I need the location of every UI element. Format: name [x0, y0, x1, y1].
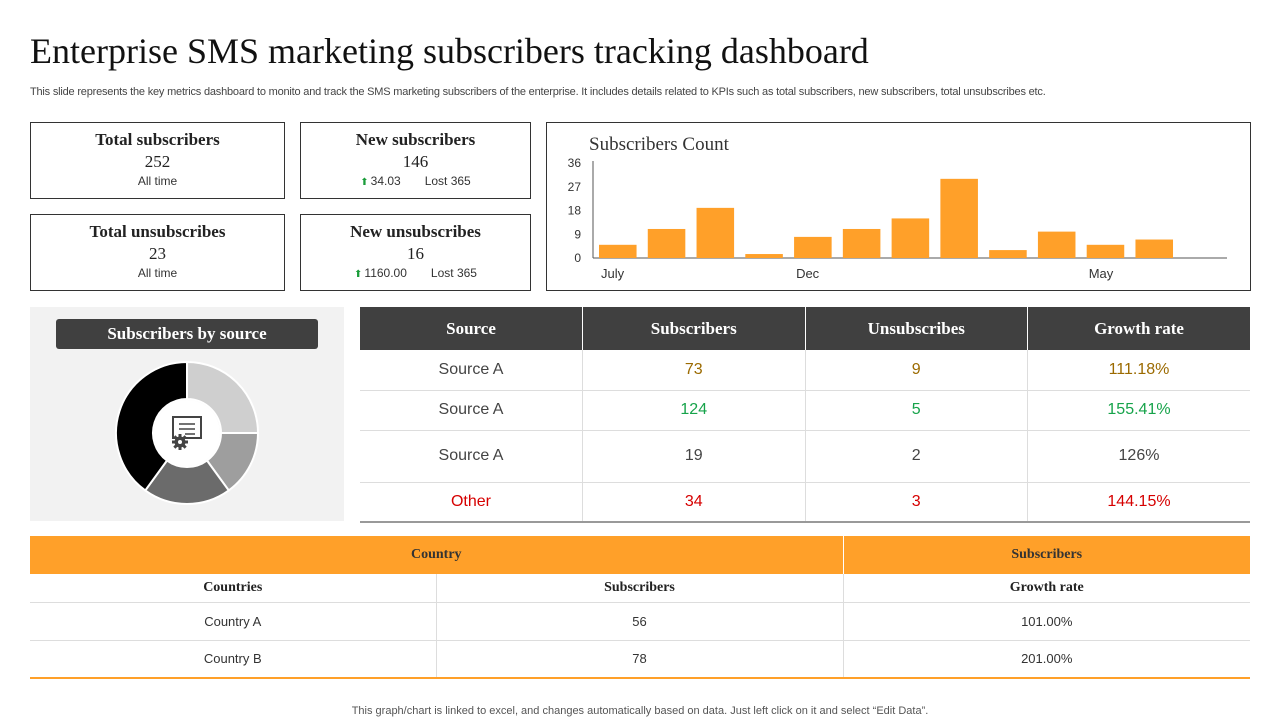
footer-note: This graph/chart is linked to excel, and…	[351, 705, 929, 717]
table-row: Source A 124 5 155.41%	[360, 390, 1250, 431]
group-header-subscribers: Subscribers	[843, 536, 1250, 574]
country-table: Country Subscribers Countries Subscriber…	[30, 536, 1250, 679]
x-tick-label: May	[1089, 266, 1114, 281]
table-header-row: Source Subscribers Unsubscribes Growth r…	[360, 307, 1250, 350]
col-header-growth-rate: Growth rate	[843, 574, 1250, 603]
bar[interactable]	[1037, 231, 1076, 258]
kpi-change-value: 34.03	[370, 174, 401, 188]
table-row: Country A 56 101.00%	[30, 602, 1250, 641]
kpi-value: 146	[402, 152, 429, 171]
page-title: Enterprise SMS marketing subscribers tra…	[30, 31, 869, 71]
donut-chart-svg[interactable]	[30, 307, 344, 521]
col-header-countries: Countries	[30, 574, 437, 603]
cell-source: Other	[360, 482, 583, 523]
cell-growth: 101.00%	[843, 602, 1250, 641]
kpi-label: Total subscribers	[95, 130, 220, 149]
col-header-subscribers: Subscribers	[436, 574, 844, 603]
up-arrow-icon: ⬆	[360, 177, 369, 188]
table-row: Source A 19 2 126%	[360, 430, 1250, 483]
group-header-country: Country	[30, 536, 844, 574]
subscribers-count-chart[interactable]: Subscribers Count 0 9 18 27 36 July Dec May	[546, 122, 1251, 291]
cell-country: Country A	[30, 602, 437, 641]
source-table: Source Subscribers Unsubscribes Growth r…	[360, 307, 1250, 523]
bar[interactable]	[891, 218, 930, 258]
cell-source: Source A	[360, 430, 583, 483]
kpi-change: ⬆ 34.03	[360, 174, 400, 188]
kpi-new-unsubscribes: New unsubscribes 16 ⬆ 1160.00 Lost 365	[300, 214, 531, 291]
cell-growth: 144.15%	[1027, 482, 1250, 523]
bar[interactable]	[745, 254, 783, 258]
y-tick-label: 9	[574, 227, 581, 241]
kpi-label: New subscribers	[355, 130, 476, 149]
cell-subscribers: 124	[582, 390, 806, 431]
bar[interactable]	[842, 228, 881, 258]
kpi-subtext: All time	[137, 174, 178, 188]
y-tick-label: 18	[568, 204, 582, 218]
cell-country: Country B	[30, 640, 437, 679]
cell-source: Source A	[360, 390, 583, 431]
table-group-header-row: Country Subscribers	[30, 536, 1250, 574]
cell-growth: 201.00%	[843, 640, 1250, 679]
y-tick-label: 36	[568, 156, 582, 170]
x-tick-label: Dec	[796, 266, 820, 281]
page-subtitle: This slide represents the key metrics da…	[30, 86, 1046, 98]
up-arrow-icon: ⬆	[354, 269, 363, 280]
kpi-change-value: 1160.00	[364, 266, 407, 280]
cell-unsubscribes: 5	[805, 390, 1028, 431]
subscribers-by-source-panel: Subscribers by source	[30, 307, 344, 521]
y-tick-label: 27	[568, 180, 582, 194]
table-row: Country B 78 201.00%	[30, 640, 1250, 679]
chart-title: Subscribers Count	[589, 134, 730, 155]
cell-growth: 126%	[1027, 430, 1250, 483]
kpi-new-subscribers: New subscribers 146 ⬆ 34.03 Lost 365	[300, 122, 531, 199]
donut-slice[interactable]	[115, 360, 188, 492]
cell-subscribers: 78	[436, 640, 844, 679]
table-header-row: Countries Subscribers Growth rate	[30, 574, 1250, 603]
cell-subscribers: 56	[436, 602, 844, 641]
cell-growth: 155.41%	[1027, 390, 1250, 431]
bar[interactable]	[794, 236, 832, 258]
bar[interactable]	[1086, 244, 1125, 258]
cell-subscribers: 34	[582, 482, 806, 523]
bar[interactable]	[599, 244, 637, 258]
col-header-source: Source	[360, 307, 583, 350]
donut-title: Subscribers by source	[56, 319, 318, 349]
table-row: Source A 73 9 111.18%	[360, 350, 1250, 391]
kpi-value: 252	[144, 152, 171, 171]
bar[interactable]	[696, 207, 735, 258]
kpi-lost: Lost 365	[430, 266, 477, 280]
y-tick-label: 0	[574, 251, 581, 265]
col-header-subscribers: Subscribers	[582, 307, 806, 350]
cell-unsubscribes: 3	[805, 482, 1028, 523]
kpi-total-unsubscribes: Total unsubscribes 23 All time	[30, 214, 285, 291]
bar[interactable]	[989, 250, 1027, 258]
kpi-label: Total unsubscribes	[89, 222, 226, 241]
kpi-label: New unsubscribes	[350, 222, 481, 241]
col-header-unsubscribes: Unsubscribes	[805, 307, 1028, 350]
kpi-subtext: All time	[137, 266, 178, 280]
kpi-lost: Lost 365	[424, 174, 471, 188]
donut-slice[interactable]	[186, 360, 260, 434]
bar[interactable]	[1135, 239, 1174, 258]
cell-unsubscribes: 2	[805, 430, 1028, 483]
kpi-value: 23	[149, 244, 166, 263]
cell-growth: 111.18%	[1027, 350, 1250, 391]
certificate-gear-icon	[172, 416, 202, 450]
kpi-value: 16	[407, 244, 424, 263]
bar-chart-svg: Subscribers Count 0 9 18 27 36 July Dec May	[568, 134, 1227, 281]
bar[interactable]	[647, 228, 686, 258]
cell-unsubscribes: 9	[805, 350, 1028, 391]
cell-subscribers: 19	[582, 430, 806, 483]
x-tick-label: July	[601, 266, 625, 281]
col-header-growth-rate: Growth rate	[1027, 307, 1250, 350]
kpi-change: ⬆ 1160.00	[354, 266, 407, 280]
cell-source: Source A	[360, 350, 583, 391]
bar[interactable]	[940, 178, 978, 258]
cell-subscribers: 73	[582, 350, 806, 391]
table-row: Other 34 3 144.15%	[360, 482, 1250, 523]
kpi-total-subscribers: Total subscribers 252 All time	[30, 122, 285, 199]
